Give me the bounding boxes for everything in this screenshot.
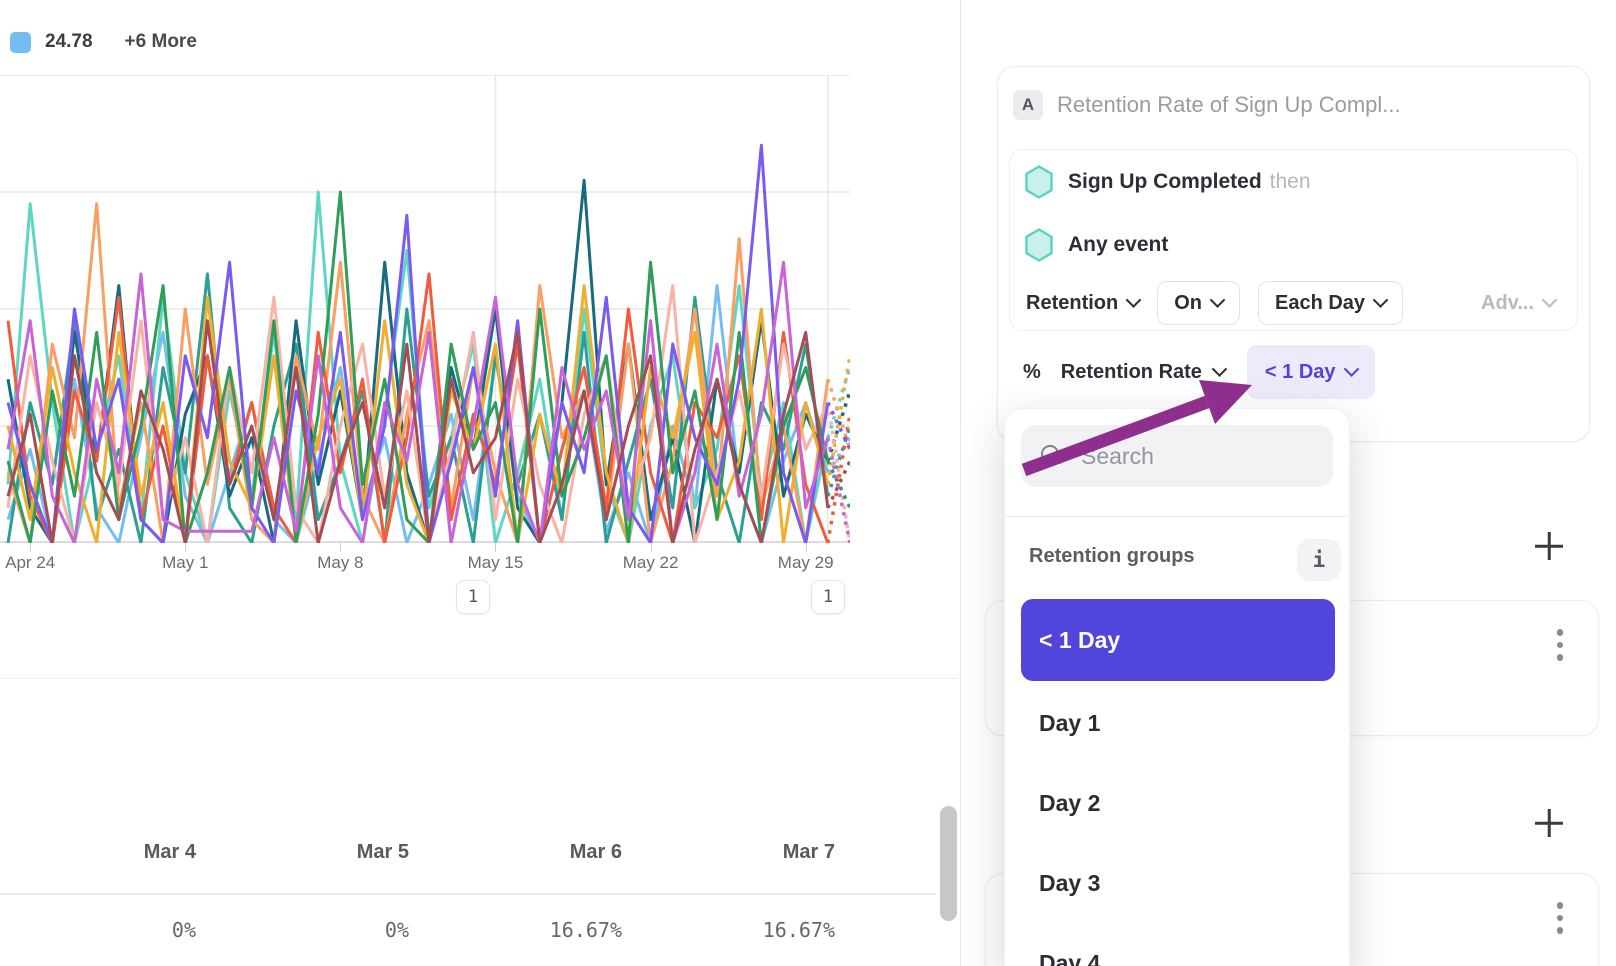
event-hexagon-icon <box>1025 228 1053 262</box>
legend-swatch[interactable] <box>10 31 31 53</box>
add-event-button-2[interactable] <box>1532 806 1566 840</box>
event-row-2[interactable]: Any event <box>1024 227 1176 263</box>
x-axis-tick <box>650 543 652 552</box>
x-axis-tick <box>340 543 342 552</box>
query-card-a: A Retention Rate of Sign Up Compl... Sig… <box>997 66 1590 442</box>
pagination-badge-2[interactable]: 1 <box>811 580 845 614</box>
table-cell-value: 16.67% <box>549 918 622 942</box>
percent-icon: % <box>1023 360 1041 383</box>
add-event-button-1[interactable] <box>1532 529 1566 563</box>
x-axis-tick <box>805 543 807 552</box>
kebab-menu-icon[interactable] <box>1556 629 1564 661</box>
x-axis-tick <box>185 543 187 552</box>
legend-more-button[interactable]: +6 More <box>124 31 197 52</box>
retention-chart-svg <box>0 74 852 545</box>
kebab-menu-icon[interactable] <box>1556 902 1564 934</box>
mode-dropdown[interactable]: Retention <box>1026 291 1142 315</box>
chevron-down-icon <box>1211 360 1228 377</box>
x-axis-label: May 1 <box>162 553 209 572</box>
legend-series-label[interactable]: 24.78 <box>45 31 93 52</box>
table-cell-value: 0% <box>384 918 409 942</box>
event-definition-card: Sign Up Completed then Any event Retentio… <box>1009 149 1578 331</box>
chevron-down-icon <box>1541 291 1558 308</box>
retention-group-dropdown-menu: Retention groups i < 1 Day Day 1 Day 2 Day… <box>1004 408 1350 966</box>
dropdown-item-selected[interactable]: < 1 Day <box>1021 599 1335 681</box>
event-name[interactable]: Sign Up Completed <box>1068 170 1262 193</box>
on-dropdown-button[interactable]: On <box>1157 281 1240 325</box>
x-axis-label: May 15 <box>467 553 524 572</box>
chart-legend: 24.78 +6 More <box>10 24 197 60</box>
table-column-header: Mar 5 <box>356 841 409 863</box>
table-cell-value: 16.67% <box>762 918 835 942</box>
panel-divider <box>960 0 961 966</box>
search-input[interactable] <box>1079 441 1313 471</box>
chevron-down-icon <box>1372 291 1389 308</box>
series-letter-badge: A <box>1013 90 1043 120</box>
event-row-1[interactable]: Sign Up Completed then <box>1024 164 1311 200</box>
query-card-header: A Retention Rate of Sign Up Compl... <box>1013 85 1401 125</box>
event-hexagon-icon <box>1025 165 1053 199</box>
dropdown-item[interactable]: Day 3 <box>1039 869 1101 896</box>
section-divider <box>0 678 958 679</box>
dropdown-item[interactable]: Day 4 <box>1039 949 1101 966</box>
dropdown-search-box[interactable] <box>1021 425 1333 487</box>
x-axis-tick <box>495 543 497 552</box>
info-icon[interactable]: i <box>1297 539 1341 581</box>
retention-controls-row: Retention On Each Day Adv... <box>1026 281 1558 325</box>
granularity-dropdown-button[interactable]: Each Day <box>1258 281 1404 325</box>
event-name[interactable]: Any event <box>1068 233 1169 256</box>
dropdown-item[interactable]: Day 2 <box>1039 789 1101 816</box>
chevron-down-icon <box>1343 360 1359 377</box>
retention-line-chart[interactable] <box>0 74 852 545</box>
table-column-header: Mar 6 <box>569 841 622 863</box>
search-icon <box>1041 445 1063 467</box>
x-axis-label: May 22 <box>622 553 679 572</box>
table-column-header: Mar 7 <box>782 841 835 863</box>
advanced-dropdown[interactable]: Adv... <box>1481 291 1558 315</box>
table-divider <box>0 893 936 895</box>
chevron-down-icon <box>1125 291 1142 308</box>
query-card-title[interactable]: Retention Rate of Sign Up Compl... <box>1057 92 1401 117</box>
vertical-scrollbar[interactable] <box>940 806 957 921</box>
table-column-header: Mar 4 <box>143 841 196 863</box>
dropdown-section-label: Retention groups <box>1029 544 1195 567</box>
x-axis-label: May 8 <box>317 553 364 572</box>
x-axis-label: May 29 <box>777 553 834 572</box>
pagination-badge-1[interactable]: 1 <box>456 580 490 614</box>
metric-dropdown[interactable]: Retention Rate <box>1055 360 1228 384</box>
chevron-down-icon <box>1209 291 1226 308</box>
dropdown-item[interactable]: Day 1 <box>1039 709 1101 736</box>
table-cell-value: 0% <box>171 918 196 942</box>
event-suffix: then <box>1269 170 1311 193</box>
x-axis-tick <box>30 543 32 552</box>
dropdown-divider <box>1005 516 1349 517</box>
metric-row: % Retention Rate < 1 Day <box>1023 342 1375 402</box>
retention-group-dropdown[interactable]: < 1 Day <box>1246 345 1375 399</box>
x-axis-label: Apr 24 <box>5 553 56 572</box>
